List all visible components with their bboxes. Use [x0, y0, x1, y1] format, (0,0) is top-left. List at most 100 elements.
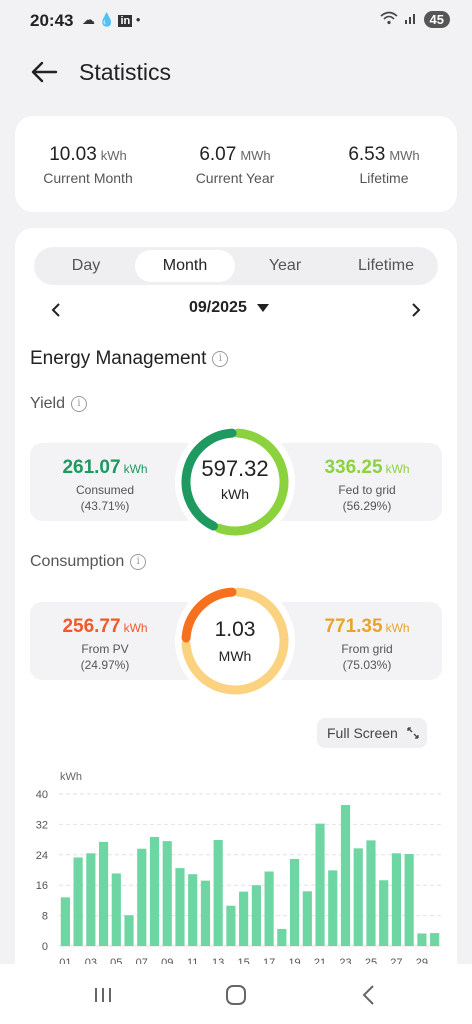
bar-day-24 [353, 848, 363, 946]
consumption-grid: 771.35 kWh From grid (75.03%) [292, 616, 442, 672]
bar-day-29 [417, 933, 427, 946]
consumption-total-value: 1.03 [214, 618, 256, 641]
system-navigation-bar [0, 964, 472, 1024]
consumption-grid-pct: (75.03%) [342, 658, 392, 672]
info-icon[interactable]: i [212, 350, 229, 367]
bar-day-28 [404, 854, 414, 946]
bar-day-07 [137, 848, 147, 946]
bar-day-12 [200, 880, 211, 946]
consumption-pv-unit: kWh [123, 621, 148, 635]
tab-year[interactable]: Year [268, 257, 302, 274]
consumption-title: Consumption [30, 553, 125, 570]
battery-indicator: 45 [423, 11, 450, 28]
x-tick-label: 11 [187, 957, 198, 969]
bar-day-04 [98, 841, 109, 946]
bar-day-01 [60, 897, 70, 946]
summary-unit: MWh [240, 148, 271, 163]
bar-day-15 [239, 891, 249, 946]
yield-fed-label: Fed to grid [338, 483, 396, 497]
caret-down-icon [256, 303, 269, 312]
yield-total-value: 597.32 [201, 456, 269, 481]
notification-icons: ☁ 💧 in • [82, 12, 140, 28]
yield-ring-consumed-segment [181, 428, 237, 531]
signal-icon [404, 11, 418, 28]
consumption-pv-value: 256.77 [62, 616, 121, 637]
arrow-left-icon [31, 61, 58, 83]
app-header: Statistics [0, 52, 472, 96]
date-selector[interactable]: 09/2025 [189, 299, 269, 317]
bar-day-16 [251, 885, 261, 946]
bar-day-06 [124, 915, 134, 946]
consumption-pv-label: From PV [81, 642, 129, 656]
consumption-grid-unit: kWh [385, 621, 410, 635]
date-value: 09/2025 [189, 299, 247, 316]
home-button[interactable] [221, 980, 251, 1010]
previous-period-button[interactable] [45, 298, 69, 322]
next-period-button[interactable] [403, 298, 427, 322]
yield-consumed-unit: kWh [123, 462, 148, 476]
date-navigator: 09/2025 [15, 296, 457, 324]
tab-month[interactable]: Month [135, 250, 235, 282]
consumption-pv-pct: (24.97%) [80, 658, 130, 672]
recent-apps-button[interactable] [88, 980, 118, 1010]
yield-fed: 336.25 kWh Fed to grid (56.29%) [292, 457, 442, 513]
consumption-heading: Consumption i [30, 553, 147, 571]
bar-day-27 [391, 853, 402, 946]
full-screen-button[interactable]: Full Screen [317, 718, 427, 748]
y-tick-label: 16 [36, 880, 48, 892]
consumption-grid-label: From grid [341, 642, 393, 656]
yield-fed-unit: kWh [385, 462, 410, 476]
consumption-grid-value: 771.35 [324, 616, 383, 637]
consumption-ring-grid-segment [181, 587, 289, 695]
droplets-icon: 💧 [98, 12, 115, 27]
bar-day-10 [175, 868, 185, 946]
y-tick-label: 24 [36, 850, 48, 862]
yield-consumed: 261.07 kWh Consumed (43.71%) [30, 457, 180, 513]
home-icon [226, 985, 246, 1005]
bar-day-25 [366, 840, 376, 946]
info-icon[interactable]: i [130, 553, 147, 570]
yield-fed-value: 336.25 [324, 457, 383, 478]
bar-day-19 [289, 858, 300, 946]
tab-lifetime[interactable]: Lifetime [357, 257, 415, 274]
bar-day-02 [73, 857, 83, 946]
chevron-right-icon [412, 303, 421, 317]
bar-day-11 [188, 874, 198, 946]
y-tick-label: 40 [36, 789, 48, 801]
yield-fed-pct: (56.29%) [342, 499, 392, 513]
wifi-icon [380, 11, 398, 28]
section-title: Energy Management [30, 348, 207, 369]
summary-label: Current Year [195, 170, 275, 186]
yield-consumed-pct: (43.71%) [80, 499, 130, 513]
yield-consumed-value: 261.07 [62, 457, 121, 478]
yield-consumed-label: Consumed [75, 483, 135, 497]
summary-card: 10.03 kWh Current Month 6.07 MWh Current Y… [15, 116, 457, 212]
page-title: Statistics [79, 59, 172, 85]
summary-label: Lifetime [359, 170, 409, 186]
status-time: 20:43 [30, 11, 74, 30]
summary-value: 6.07 [199, 144, 237, 165]
summary-value: 10.03 [49, 144, 97, 165]
period-tabs: Day Month Year Lifetime [34, 247, 438, 285]
bar-day-08 [149, 836, 160, 946]
status-bar: 20:43 ☁ 💧 in • 45 [0, 0, 472, 44]
tab-day[interactable]: Day [71, 257, 101, 274]
y-axis-unit-label: kWh [60, 771, 82, 783]
back-button[interactable] [28, 56, 60, 88]
y-tick-label: 32 [36, 819, 48, 831]
system-back-button[interactable] [354, 980, 384, 1010]
consumption-ring-pv-segment [181, 587, 237, 643]
statistics-card: Day Month Year Lifetime 09/2025 Energy M… [15, 228, 457, 988]
consumption-total-unit: MWh [218, 648, 252, 664]
full-screen-label: Full Screen [327, 725, 398, 741]
bar-day-03 [86, 853, 96, 946]
back-chevron-icon [362, 985, 374, 1005]
info-icon[interactable]: i [70, 395, 87, 412]
dot-icon: • [135, 12, 141, 27]
bar-day-26 [379, 880, 389, 946]
yield-title: Yield [30, 395, 65, 412]
bar-day-09 [162, 841, 172, 946]
yield-heading: Yield i [30, 395, 87, 413]
expand-icon [407, 727, 419, 739]
